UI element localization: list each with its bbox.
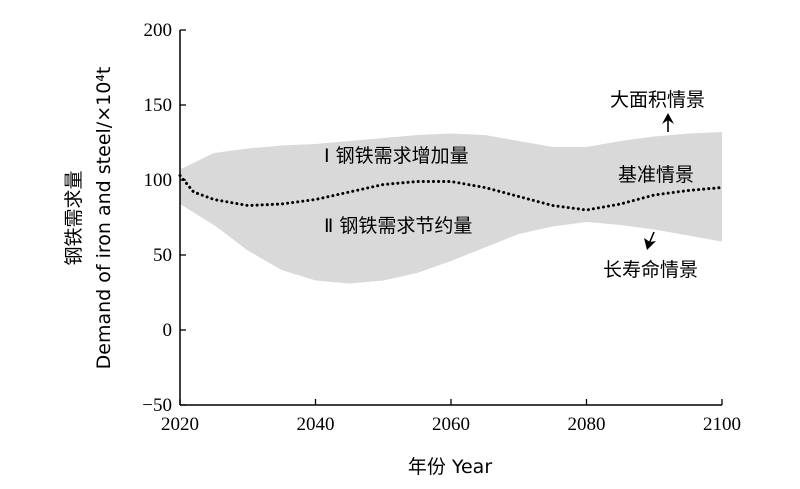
y-tick-label: 100 bbox=[144, 170, 173, 191]
y-tick-label: 150 bbox=[144, 95, 173, 116]
y-tick-label: 50 bbox=[153, 245, 172, 266]
x-tick-label: 2100 bbox=[703, 414, 741, 435]
x-axis-label: 年份 Year bbox=[408, 456, 492, 478]
annotation-long-life: 长寿命情景 bbox=[603, 259, 698, 281]
y-tick-label: 0 bbox=[163, 320, 173, 341]
x-tick-label: 2080 bbox=[568, 414, 606, 435]
x-tick-label: 2060 bbox=[432, 414, 470, 435]
y-axis-label-en: Demand of iron and steel/×10⁴t bbox=[93, 67, 115, 370]
arrow-up-icon bbox=[662, 113, 674, 132]
plot-layer bbox=[178, 132, 724, 284]
annotation-large-area: 大面积情景 bbox=[610, 89, 705, 111]
ticks-layer: −50 0 50 100 150 200 2020 2040 2060 2080 2100 bbox=[142, 20, 741, 435]
y-tick-label: −50 bbox=[142, 395, 172, 416]
arrow-down-icon bbox=[644, 231, 656, 250]
annotation-baseline: 基准情景 bbox=[618, 164, 694, 186]
series-line-0 bbox=[178, 174, 724, 212]
y-axis-label-cn: 钢铁需求量 bbox=[63, 170, 85, 265]
y-tick-label: 200 bbox=[144, 20, 173, 41]
annotation-saving: Ⅱ 钢铁需求节约量 bbox=[324, 215, 472, 237]
annotation-increase: Ⅰ 钢铁需求增加量 bbox=[324, 145, 469, 167]
scenario-band bbox=[180, 132, 722, 284]
x-tick-label: 2040 bbox=[297, 414, 335, 435]
x-tick-label: 2020 bbox=[161, 414, 199, 435]
